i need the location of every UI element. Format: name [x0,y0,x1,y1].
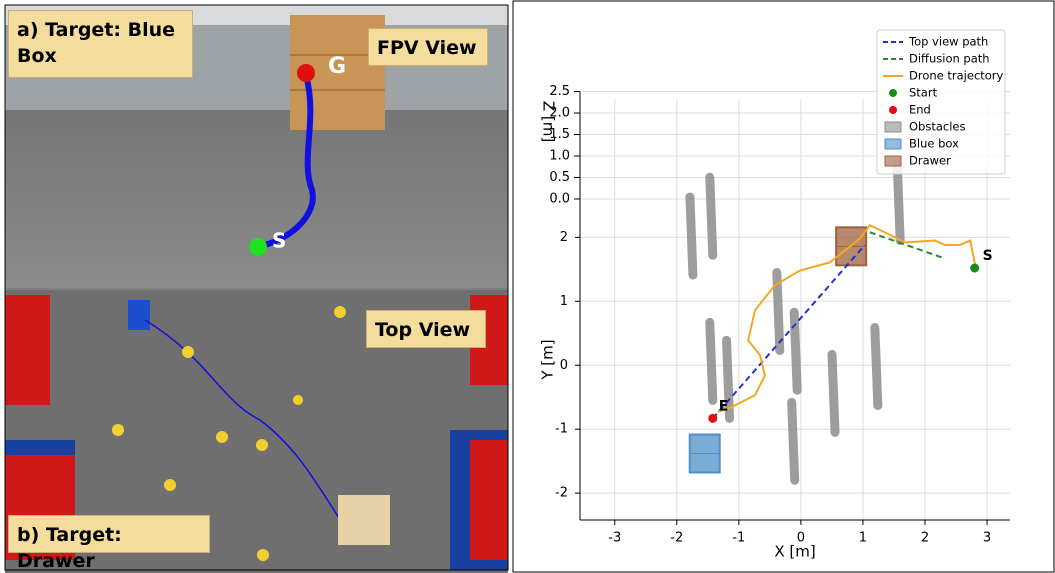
legend-label: Obstacles [909,120,965,134]
legend-swatch [885,122,901,132]
legend-label: Start [909,86,938,100]
obstacle [690,197,693,275]
z-tick-label: 0.0 [549,192,570,207]
legend-label: End [909,103,931,117]
y-tick-label: 1 [560,294,568,309]
x-tick-label: 1 [859,531,867,546]
fpv-title: a) Target: Blue Box [8,10,193,78]
legend-swatch [885,156,901,166]
marker [970,264,979,273]
canvas: G S -3-2-10123-2-10120.00.51.01.52.02.5X… [0,0,1055,573]
obstacle [792,402,795,480]
legend-label: Diffusion path [909,52,990,66]
x-tick-label: -1 [732,531,745,546]
legend-swatch [889,106,897,114]
fpv-view-label: FPV View [368,28,488,66]
y-axis-label: Y [m] [539,339,557,380]
obstacle [875,328,878,406]
legend-label: Blue box [909,137,959,151]
x-axis-label: X [m] [774,543,815,561]
x-tick-label: 2 [921,531,929,546]
marker-label: E [719,398,729,414]
top-view-label: Top View [366,310,486,348]
y-tick-label: 2 [560,230,568,245]
y-tick-label: 0 [560,358,568,373]
start-label: S [272,229,286,253]
y-tick-label: -2 [555,486,568,501]
goal-label: G [328,54,346,79]
obstacle [710,322,713,400]
z-tick-label: 1.0 [549,149,570,164]
legend-swatch [889,89,897,97]
legend-label: Top view path [908,35,988,49]
series-line [713,245,865,418]
z-tick-label: 2.5 [549,84,570,99]
obstacle [832,354,835,432]
marker [708,414,717,423]
top-title: b) Target: Drawer [8,515,210,553]
marker-label: S [983,248,993,264]
x-tick-label: -2 [670,531,683,546]
z-axis-label: Z [m] [540,101,558,142]
legend-label: Drone trajectory [909,69,1004,83]
series-line [870,232,945,258]
y-tick-label: -1 [555,422,568,437]
x-tick-label: 3 [983,531,991,546]
z-tick-label: 0.5 [549,170,570,185]
legend-label: Drawer [909,154,951,168]
obstacle [710,177,713,255]
legend-swatch [885,139,901,149]
figure: G S -3-2-10123-2-10120.00.51.01.52.02.5X… [0,0,1055,573]
x-tick-label: -3 [608,531,621,546]
